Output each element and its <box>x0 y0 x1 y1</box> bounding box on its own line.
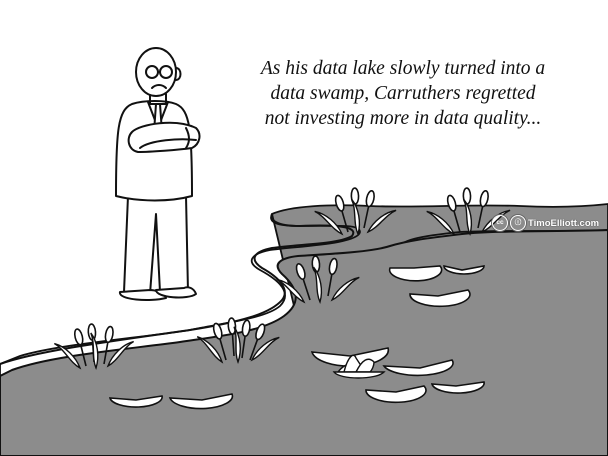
caption-line-1: As his data lake slowly turned into a <box>260 58 546 79</box>
cartoon-caption: As his data lake slowly turned into a da… <box>228 56 578 131</box>
attribution-icon: ⓘ <box>510 215 526 231</box>
credit-watermark: cc ⓘ TimoElliott.com <box>492 214 599 232</box>
caption-line-3: not investing more in data quality... <box>264 108 542 129</box>
credit-text: TimoElliott.com <box>528 217 600 229</box>
water-lily-flower <box>332 354 386 379</box>
caption-line-2: data swamp, Carruthers regretted <box>270 83 536 104</box>
creative-commons-icon: cc <box>492 215 508 231</box>
carruthers-figure <box>115 47 201 301</box>
